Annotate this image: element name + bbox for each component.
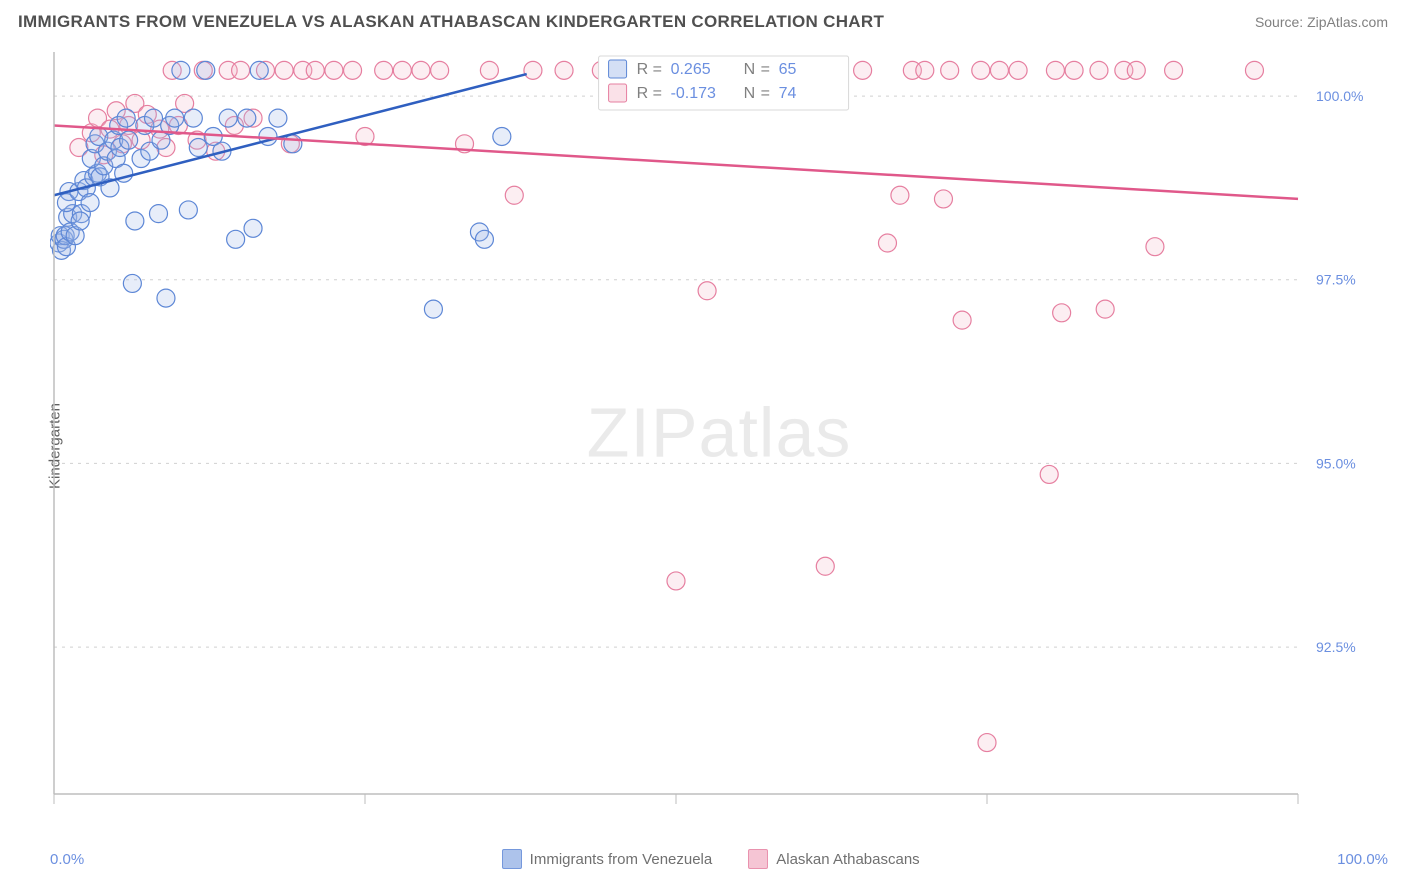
data-point-venezuela: [179, 201, 197, 219]
stats-r-value: -0.173: [671, 85, 716, 102]
stats-eq: =: [761, 61, 770, 78]
legend-label-venezuela: Immigrants from Venezuela: [530, 851, 713, 868]
data-point-athabascan: [916, 61, 934, 79]
y-tick-label: 97.5%: [1316, 272, 1356, 288]
stats-eq: =: [653, 85, 662, 102]
data-point-venezuela: [475, 230, 493, 248]
data-point-athabascan: [1090, 61, 1108, 79]
data-point-venezuela: [123, 274, 141, 292]
data-point-athabascan: [555, 61, 573, 79]
legend-center: Immigrants from Venezuela Alaskan Athaba…: [84, 849, 1337, 869]
data-point-athabascan: [990, 61, 1008, 79]
data-point-athabascan: [698, 282, 716, 300]
data-point-athabascan: [1127, 61, 1145, 79]
data-point-athabascan: [1009, 61, 1027, 79]
data-point-venezuela: [493, 127, 511, 145]
legend-label-athabascan: Alaskan Athabascans: [776, 851, 919, 868]
data-point-venezuela: [81, 194, 99, 212]
watermark: ZIPatlas: [587, 393, 852, 471]
data-point-athabascan: [306, 61, 324, 79]
data-point-athabascan: [431, 61, 449, 79]
data-point-athabascan: [941, 61, 959, 79]
data-point-venezuela: [157, 289, 175, 307]
data-point-athabascan: [667, 572, 685, 590]
chart-source: Source: ZipAtlas.com: [1255, 14, 1388, 30]
data-point-venezuela: [284, 135, 302, 153]
data-point-venezuela: [238, 109, 256, 127]
data-point-venezuela: [120, 131, 138, 149]
data-point-athabascan: [344, 61, 362, 79]
data-point-athabascan: [891, 186, 909, 204]
data-point-athabascan: [878, 234, 896, 252]
data-point-venezuela: [71, 212, 89, 230]
scatter-chart: 92.5%95.0%97.5%100.0%ZIPatlasR=0.265N=65…: [50, 44, 1388, 822]
data-point-venezuela: [424, 300, 442, 318]
stats-n-value: 65: [779, 61, 797, 78]
data-point-venezuela: [172, 61, 190, 79]
data-point-venezuela: [197, 61, 215, 79]
data-point-athabascan: [505, 186, 523, 204]
stats-n-label: N: [744, 85, 756, 102]
data-point-athabascan: [1065, 61, 1083, 79]
data-point-venezuela: [149, 205, 167, 223]
data-point-athabascan: [480, 61, 498, 79]
data-point-athabascan: [375, 61, 393, 79]
data-point-venezuela: [189, 139, 207, 157]
legend-item-athabascan: Alaskan Athabascans: [748, 849, 919, 869]
bottom-legend: 0.0% Immigrants from Venezuela Alaskan A…: [50, 844, 1388, 874]
data-point-athabascan: [524, 61, 542, 79]
data-point-athabascan: [953, 311, 971, 329]
regression-line-athabascan: [54, 125, 1298, 198]
data-point-athabascan: [972, 61, 990, 79]
data-point-venezuela: [166, 109, 184, 127]
legend-item-venezuela: Immigrants from Venezuela: [502, 849, 713, 869]
stats-eq: =: [761, 85, 770, 102]
data-point-athabascan: [1146, 238, 1164, 256]
data-point-athabascan: [412, 61, 430, 79]
data-point-venezuela: [145, 109, 163, 127]
data-point-athabascan: [1046, 61, 1064, 79]
data-point-venezuela: [227, 230, 245, 248]
legend-swatch-athabascan: [748, 849, 768, 869]
stats-r-label: R: [637, 85, 649, 102]
data-point-athabascan: [978, 734, 996, 752]
data-point-venezuela: [117, 109, 135, 127]
stats-swatch: [609, 60, 627, 78]
plot-area: 92.5%95.0%97.5%100.0%ZIPatlasR=0.265N=65…: [50, 44, 1388, 822]
data-point-venezuela: [269, 109, 287, 127]
data-point-athabascan: [1096, 300, 1114, 318]
stats-n-label: N: [744, 61, 756, 78]
y-tick-label: 95.0%: [1316, 455, 1356, 471]
stats-eq: =: [653, 61, 662, 78]
chart-header: IMMIGRANTS FROM VENEZUELA VS ALASKAN ATH…: [0, 0, 1406, 44]
data-point-athabascan: [934, 190, 952, 208]
data-point-athabascan: [1165, 61, 1183, 79]
data-point-venezuela: [184, 109, 202, 127]
data-point-venezuela: [126, 212, 144, 230]
x-axis-min-label: 0.0%: [50, 851, 84, 868]
data-point-venezuela: [219, 109, 237, 127]
x-axis-max-label: 100.0%: [1337, 851, 1388, 868]
stats-swatch: [609, 84, 627, 102]
chart-title: IMMIGRANTS FROM VENEZUELA VS ALASKAN ATH…: [18, 12, 884, 32]
legend-swatch-venezuela: [502, 849, 522, 869]
data-point-athabascan: [275, 61, 293, 79]
data-point-athabascan: [816, 557, 834, 575]
data-point-athabascan: [232, 61, 250, 79]
stats-r-value: 0.265: [671, 61, 711, 78]
y-tick-label: 100.0%: [1316, 88, 1363, 104]
data-point-athabascan: [325, 61, 343, 79]
data-point-venezuela: [250, 61, 268, 79]
stats-r-label: R: [637, 61, 649, 78]
data-point-athabascan: [393, 61, 411, 79]
data-point-athabascan: [1040, 465, 1058, 483]
stats-n-value: 74: [779, 85, 797, 102]
data-point-athabascan: [1053, 304, 1071, 322]
y-tick-label: 92.5%: [1316, 639, 1356, 655]
data-point-athabascan: [1245, 61, 1263, 79]
data-point-athabascan: [854, 61, 872, 79]
data-point-venezuela: [244, 219, 262, 237]
